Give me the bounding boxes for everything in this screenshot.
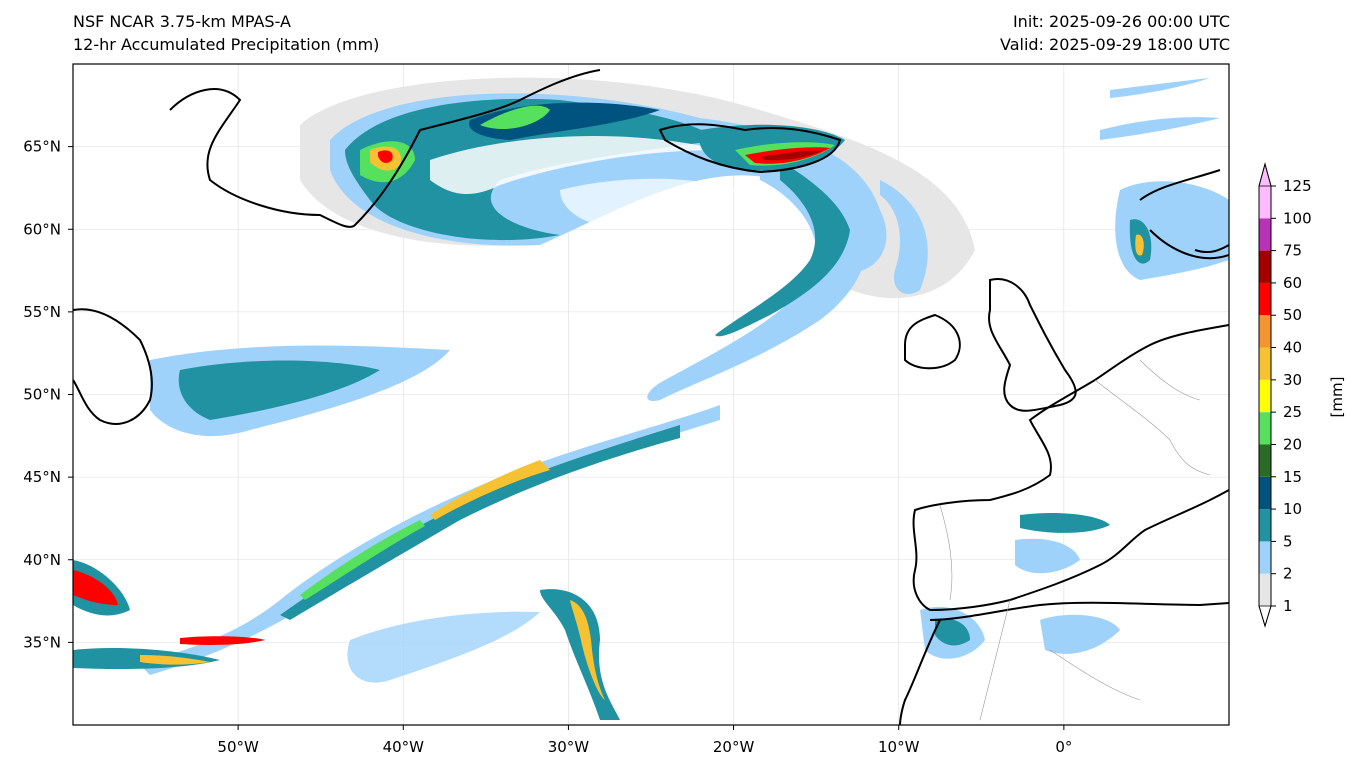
colorbar-swatch bbox=[1259, 412, 1271, 445]
colorbar-swatch bbox=[1259, 444, 1271, 477]
colorbar-label: 75 bbox=[1283, 242, 1302, 260]
colorbar-swatch bbox=[1259, 509, 1271, 542]
colorbar-swatch bbox=[1259, 573, 1271, 606]
coastlines bbox=[73, 69, 1229, 725]
lon-tick-label: 40°W bbox=[383, 738, 425, 756]
lat-tick-label: 40°N bbox=[23, 551, 61, 569]
field-title: 12-hr Accumulated Precipitation (mm) bbox=[73, 35, 380, 54]
lat-tick-label: 35°N bbox=[23, 633, 61, 651]
lat-tick-label: 55°N bbox=[23, 303, 61, 321]
colorbar-label: 25 bbox=[1283, 403, 1302, 421]
colorbar-swatch bbox=[1259, 282, 1271, 316]
colorbar-swatch bbox=[1259, 347, 1271, 380]
model-title: NSF NCAR 3.75-km MPAS-A bbox=[73, 12, 291, 31]
colorbar-swatch bbox=[1259, 541, 1271, 574]
colorbar-label: 40 bbox=[1283, 339, 1302, 357]
lat-tick-label: 50°N bbox=[23, 386, 61, 404]
colorbar-label: 1 bbox=[1283, 597, 1293, 615]
lon-tick-label: 20°W bbox=[713, 738, 755, 756]
colorbar-over-extend bbox=[1258, 162, 1272, 187]
country-borders bbox=[939, 359, 1211, 721]
lon-tick-label: 50°W bbox=[217, 738, 259, 756]
precipitation-shading bbox=[73, 77, 1229, 720]
colorbar-label: 60 bbox=[1283, 274, 1302, 292]
lat-tick-label: 60°N bbox=[23, 220, 61, 238]
colorbar-under-extend bbox=[1258, 605, 1272, 628]
colorbar-swatch bbox=[1259, 379, 1271, 413]
lat-tick-label: 45°N bbox=[23, 468, 61, 486]
colorbar-label: 2 bbox=[1283, 565, 1293, 583]
longitude-axis: 50°W 40°W 30°W 20°W 10°W 0° bbox=[217, 725, 1072, 756]
colorbar-label: 10 bbox=[1283, 500, 1302, 518]
colorbar-swatch bbox=[1259, 250, 1271, 283]
colorbar-swatch bbox=[1259, 218, 1271, 251]
latitude-axis: 65°N 60°N 55°N 50°N 45°N 40°N 35°N bbox=[23, 138, 73, 651]
colorbar-label: 125 bbox=[1283, 177, 1312, 195]
colorbar-swatch bbox=[1259, 476, 1271, 510]
colorbar-swatch bbox=[1259, 315, 1271, 348]
colorbar-label: 50 bbox=[1283, 306, 1302, 324]
lat-tick-label: 65°N bbox=[23, 138, 61, 156]
colorbar-label: 15 bbox=[1283, 468, 1302, 486]
colorbar-label: 20 bbox=[1283, 435, 1302, 453]
colorbar-label: 5 bbox=[1283, 532, 1293, 550]
colorbar-label: 100 bbox=[1283, 209, 1312, 227]
init-time: Init: 2025-09-26 00:00 UTC bbox=[1012, 12, 1230, 31]
colorbar-label: 30 bbox=[1283, 371, 1302, 389]
valid-time: Valid: 2025-09-29 18:00 UTC bbox=[999, 35, 1230, 54]
lon-tick-label: 30°W bbox=[548, 738, 590, 756]
colorbar-unit-label: [mm] bbox=[1328, 377, 1346, 418]
lon-tick-label: 10°W bbox=[878, 738, 920, 756]
colorbar-swatch bbox=[1259, 186, 1271, 219]
lon-tick-label: 0° bbox=[1055, 738, 1072, 756]
